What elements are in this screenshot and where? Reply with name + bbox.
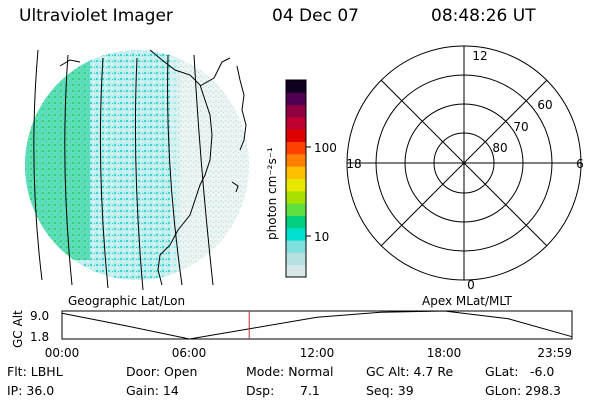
- mlt-12-label: 12: [472, 49, 487, 63]
- mlt-0-label: 0: [467, 278, 475, 292]
- colorbar-segment: [286, 129, 306, 143]
- colorbar-segment: [286, 92, 306, 106]
- ip-info: IP: 36.0: [7, 383, 55, 398]
- gain-info: Gain: 14: [126, 383, 179, 398]
- geographic-label: Geographic Lat/Lon: [68, 294, 185, 308]
- colorbar-segment: [286, 178, 306, 192]
- x-tick-1200: 12:00: [300, 346, 335, 360]
- filter-info: Flt: LBHL: [7, 364, 63, 379]
- lat-60-label: 60: [537, 98, 552, 112]
- altitude-ymax-label: 9.0: [30, 309, 49, 323]
- seq-info: Seq: 39: [366, 383, 414, 398]
- lat-80-label: 80: [492, 141, 507, 155]
- altitude-curve: [61, 310, 573, 340]
- instrument-title: Ultraviolet Imager: [19, 6, 173, 26]
- time-label: 08:48:26 UT: [431, 6, 536, 26]
- polar-plot: [346, 45, 582, 281]
- x-tick-1800: 18:00: [427, 346, 462, 360]
- colorbar-segment: [286, 240, 306, 253]
- dsp-info-label: Dsp:: [246, 383, 275, 398]
- colorbar-segment: [286, 215, 306, 229]
- colorbar-segment: [286, 166, 306, 179]
- geographic-grid: [33, 49, 214, 291]
- mlt-6-label: 6: [576, 157, 584, 171]
- colorbar-segment: [286, 264, 306, 278]
- colorbar-segment: [286, 116, 306, 130]
- lat-70-label: 70: [513, 120, 528, 134]
- glat-info-value: -6.0: [530, 364, 555, 379]
- altitude-ymin-label: 1.8: [30, 330, 49, 344]
- glat-info-label: GLat:: [485, 364, 519, 379]
- x-tick-2359: 23:59: [537, 346, 572, 360]
- colorbar-segment: [286, 104, 306, 118]
- x-tick-0600: 06:00: [172, 346, 207, 360]
- colorbar-segment: [286, 153, 306, 167]
- door-info: Door: Open: [126, 364, 198, 379]
- mlt-18-label: 18: [346, 157, 361, 171]
- colorbar-segment: [286, 227, 306, 241]
- altitude-chart-frame: [61, 310, 573, 340]
- colorbar-segment: [286, 252, 306, 266]
- colorbar-label-10: 10: [314, 230, 329, 244]
- mode-info: Mode: Normal: [246, 364, 334, 379]
- colorbar-label-100: 100: [314, 141, 337, 155]
- x-tick-0000: 00:00: [45, 346, 80, 360]
- coastline: [59, 49, 247, 286]
- colorbar-unit-label: photon cm⁻²s⁻¹: [265, 147, 279, 240]
- glon-info: GLon: 298.3: [485, 383, 561, 398]
- date-label: 04 Dec 07: [272, 6, 359, 26]
- colorbar-segment: [286, 203, 306, 216]
- gc-alt-info: GC Alt: 4.7 Re: [366, 364, 454, 379]
- colorbar-frame: [285, 79, 307, 278]
- apex-label: Apex MLat/MLT: [422, 294, 512, 308]
- colorbar-segment: [286, 141, 306, 155]
- altitude-ylabel: GC Alt: [11, 310, 25, 348]
- colorbar-segment: [286, 190, 306, 204]
- dsp-info-value: 7.1: [300, 383, 320, 398]
- colorbar: [286, 80, 306, 278]
- colorbar-segment: [286, 80, 306, 93]
